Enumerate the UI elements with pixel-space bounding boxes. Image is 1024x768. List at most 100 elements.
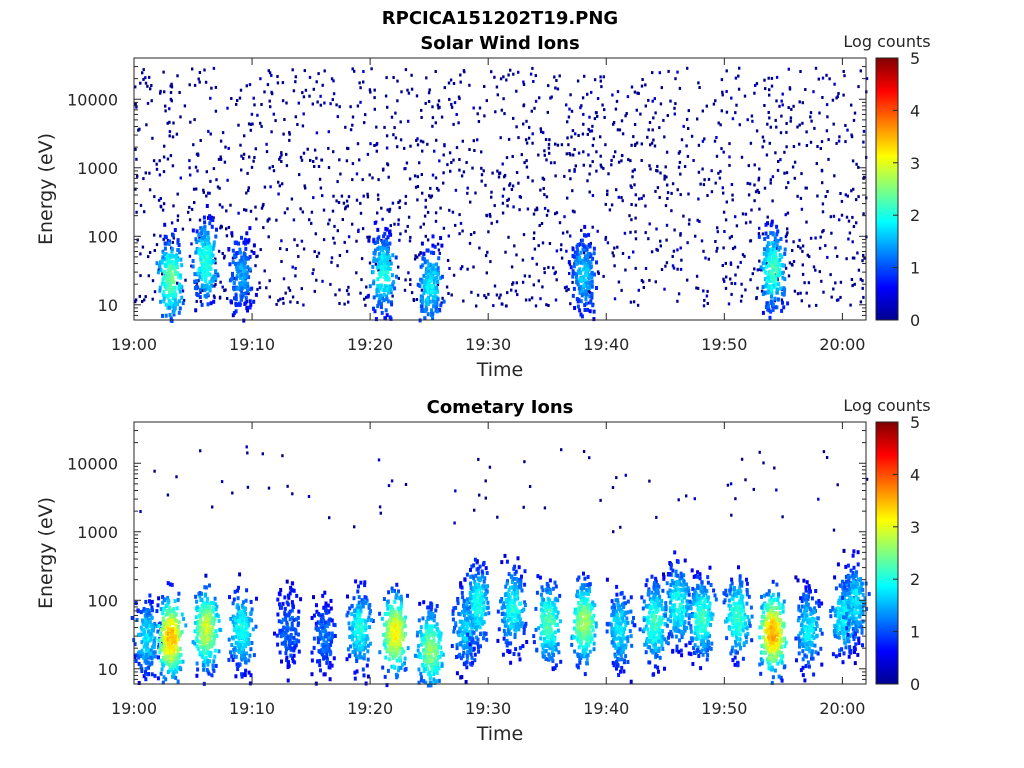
spectrogram-pixel <box>586 285 590 290</box>
spectrogram-pixel <box>792 145 796 148</box>
spectrogram-pixel <box>380 310 384 315</box>
spectrogram-pixel <box>319 633 323 638</box>
spectrogram-pixel <box>169 316 173 321</box>
spectrogram-pixel <box>153 249 156 252</box>
spectrogram-pixel <box>391 273 394 278</box>
spectrogram-pixel <box>624 268 627 272</box>
spectrogram-pixel <box>242 318 246 323</box>
spectrogram-pixel <box>137 661 141 666</box>
spectrogram-pixel <box>388 267 392 271</box>
spectrogram-pixel <box>783 171 786 175</box>
spectrogram-pixel <box>430 194 434 198</box>
spectrogram-pixel <box>389 287 393 292</box>
spectrogram-pixel <box>386 668 390 673</box>
spectrogram-pixel <box>800 299 803 303</box>
spectrogram-pixel <box>196 646 200 651</box>
spectrogram-pixel <box>496 515 499 519</box>
spectrogram-pixel <box>204 294 208 299</box>
spectrogram-pixel <box>584 281 588 286</box>
spectrogram-pixel <box>387 647 391 652</box>
spectrogram-pixel <box>356 643 360 648</box>
spectrogram-pixel <box>244 640 248 645</box>
spectrogram-pixel <box>576 299 580 304</box>
spectrogram-pixel <box>203 269 207 274</box>
spectrogram-pixel <box>750 114 754 118</box>
spectrogram-pixel <box>297 255 300 258</box>
spectrogram-pixel <box>385 252 389 257</box>
spectrogram-pixel <box>555 249 559 253</box>
spectrogram-pixel <box>147 255 150 259</box>
spectrogram-pixel <box>168 277 172 282</box>
spectrogram-pixel <box>151 608 154 613</box>
spectrogram-pixel <box>741 253 745 257</box>
spectrogram-pixel <box>792 240 795 244</box>
spectrogram-pixel <box>211 505 214 509</box>
spectrogram-pixel <box>375 287 379 292</box>
spectrogram-pixel <box>239 613 243 618</box>
spectrogram-pixel <box>250 607 254 612</box>
spectrogram-pixel <box>221 131 225 135</box>
spectrogram-pixel <box>591 225 594 229</box>
spectrogram-pixel <box>234 640 238 645</box>
spectrogram-pixel <box>310 672 314 677</box>
spectrogram-pixel <box>353 619 357 624</box>
spectrogram-pixel <box>148 620 152 625</box>
spectrogram-pixel <box>241 600 245 605</box>
spectrogram-pixel <box>203 288 207 293</box>
spectrogram-pixel <box>168 637 172 642</box>
spectrogram-pixel <box>739 299 743 303</box>
spectrogram-pixel <box>838 135 841 139</box>
spectrogram-pixel <box>229 203 232 207</box>
spectrogram-pixel <box>378 505 382 509</box>
spectrogram-pixel <box>437 256 441 261</box>
spectrogram-pixel <box>268 279 271 283</box>
spectrogram-pixel <box>525 141 529 145</box>
spectrogram-pixel <box>387 290 390 295</box>
spectrogram-pixel <box>280 659 283 664</box>
spectrogram-pixel <box>159 671 163 676</box>
spectrogram-pixel <box>213 654 217 659</box>
spectrogram-pixel <box>278 184 281 188</box>
spectrogram-pixel <box>368 235 371 239</box>
spectrogram-pixel <box>862 129 866 133</box>
spectrogram-pixel <box>188 159 191 163</box>
spectrogram-pixel <box>820 279 823 283</box>
spectrogram-pixel <box>173 290 177 295</box>
spectrogram-pixel <box>377 252 381 257</box>
spectrogram-pixel <box>587 127 590 131</box>
spectrogram-pixel <box>726 483 730 487</box>
spectrogram-pixel <box>602 166 605 170</box>
spectrogram-pixel <box>764 231 768 236</box>
spectrogram-pixel <box>356 630 360 634</box>
spectrogram-pixel <box>236 99 239 102</box>
spectrogram-pixel <box>161 644 165 649</box>
spectrogram-pixel <box>434 121 437 125</box>
spectrogram-pixel <box>420 280 424 285</box>
spectrogram-pixel <box>191 259 195 263</box>
spectrogram-pixel <box>769 178 772 182</box>
spectrogram-pixel <box>171 645 175 650</box>
spectrogram-pixel <box>152 159 156 163</box>
spectrogram-pixel <box>415 94 419 98</box>
spectrogram-pixel <box>472 139 475 143</box>
spectrogram-pixel <box>575 277 579 282</box>
spectrogram-pixel <box>414 254 417 258</box>
spectrogram-pixel <box>307 495 311 498</box>
spectrogram-pixel <box>175 619 178 623</box>
spectrogram-pixel <box>244 272 248 277</box>
spectrogram-pixel <box>238 631 242 636</box>
spectrogram-pixel <box>214 109 218 113</box>
spectrogram-pixel <box>161 208 165 212</box>
spectrogram-pixel <box>226 106 229 110</box>
spectrogram-pixel <box>763 186 767 190</box>
spectrogram-pixel <box>211 620 214 625</box>
spectrogram-pixel <box>568 272 571 275</box>
spectrogram-pixel <box>611 93 614 97</box>
spectrogram-pixel <box>190 264 193 268</box>
spectrogram-pixel <box>207 611 211 616</box>
spectrogram-pixel <box>375 293 379 298</box>
spectrogram-pixel <box>141 71 144 75</box>
spectrogram-pixel <box>244 637 248 642</box>
spectrogram-pixel <box>238 302 242 307</box>
spectrogram-pixel <box>363 121 366 125</box>
